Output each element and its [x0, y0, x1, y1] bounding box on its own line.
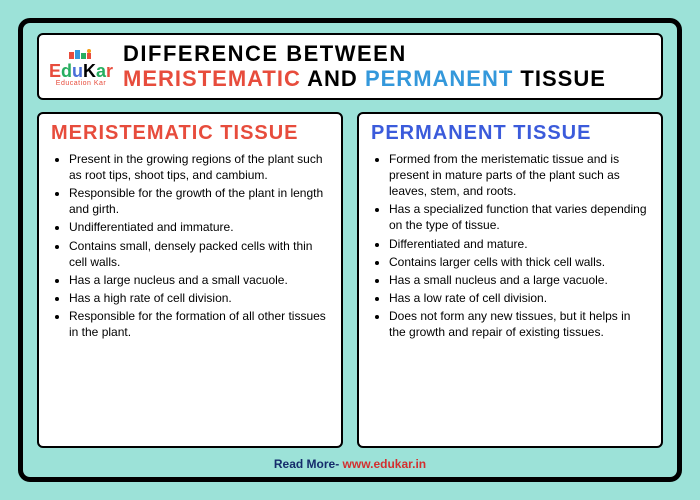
list-item: Has a specialized function that varies d…: [389, 201, 649, 233]
right-card: PERMANENT TISSUE Formed from the meriste…: [357, 112, 663, 448]
left-bullet-list: Present in the growing regions of the pl…: [51, 151, 329, 341]
list-item: Responsible for the formation of all oth…: [69, 308, 329, 340]
list-item: Does not form any new tissues, but it he…: [389, 308, 649, 340]
list-item: Has a small nucleus and a large vacuole.: [389, 272, 649, 288]
header-card: EduKar Education Kar DIFFERENCE BETWEEN …: [37, 33, 663, 100]
title-block: DIFFERENCE BETWEEN MERISTEMATIC AND PERM…: [123, 41, 651, 92]
footer: Read More- www.edukar.in: [23, 457, 677, 471]
list-item: Contains small, densely packed cells wit…: [69, 238, 329, 270]
title-line1: DIFFERENCE BETWEEN: [123, 41, 651, 66]
list-item: Responsible for the growth of the plant …: [69, 185, 329, 217]
footer-label: Read More-: [274, 457, 343, 471]
footer-url[interactable]: www.edukar.in: [343, 457, 427, 471]
logo-tagline: Education Kar: [56, 80, 106, 87]
logo-brand-text: EduKar: [49, 62, 113, 80]
list-item: Formed from the meristematic tissue and …: [389, 151, 649, 200]
right-bullet-list: Formed from the meristematic tissue and …: [371, 151, 649, 341]
title-line2: MERISTEMATIC AND PERMANENT TISSUE: [123, 66, 651, 91]
comparison-columns: MERISTEMATIC TISSUE Present in the growi…: [37, 112, 663, 448]
list-item: Undifferentiated and immature.: [69, 219, 329, 235]
list-item: Has a large nucleus and a small vacuole.: [69, 272, 329, 288]
list-item: Present in the growing regions of the pl…: [69, 151, 329, 183]
list-item: Has a high rate of cell division.: [69, 290, 329, 306]
edukar-logo: EduKar Education Kar: [49, 46, 113, 87]
main-frame: EduKar Education Kar DIFFERENCE BETWEEN …: [18, 18, 682, 482]
left-card: MERISTEMATIC TISSUE Present in the growi…: [37, 112, 343, 448]
left-card-title: MERISTEMATIC TISSUE: [51, 122, 329, 145]
list-item: Contains larger cells with thick cell wa…: [389, 254, 649, 270]
right-card-title: PERMANENT TISSUE: [371, 122, 649, 145]
list-item: Has a low rate of cell division.: [389, 290, 649, 306]
list-item: Differentiated and mature.: [389, 236, 649, 252]
logo-books-icon: [67, 46, 95, 62]
